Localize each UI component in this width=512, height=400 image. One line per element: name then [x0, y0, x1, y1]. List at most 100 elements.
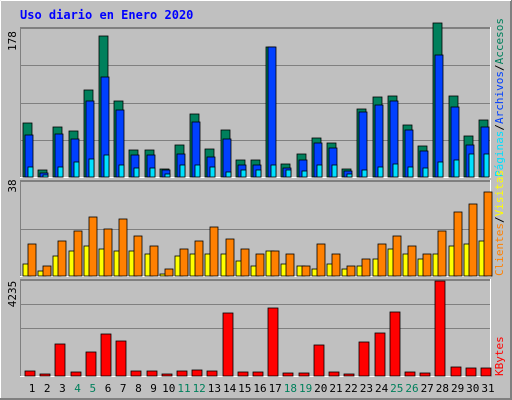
bar-clientes-day-30	[468, 203, 478, 277]
x-label-day-3: 3	[59, 382, 66, 395]
bar-paginas-day-18	[285, 169, 292, 178]
x-label-day-26: 26	[405, 382, 418, 395]
bar-paginas-day-20	[316, 164, 323, 178]
panel-hits-bars	[22, 22, 490, 178]
bar-clientes-day-5	[88, 216, 98, 277]
bar-paginas-day-22	[346, 173, 353, 178]
bar-kbytes-day-9	[146, 370, 158, 377]
bar-kbytes-day-1	[24, 370, 36, 377]
bar-kbytes-day-17	[267, 307, 279, 377]
bar-paginas-day-23	[361, 169, 368, 178]
x-label-day-10: 10	[162, 382, 175, 395]
legend-kbytes-label: KBytes	[493, 336, 506, 376]
bar-paginas-day-26	[407, 166, 414, 178]
legend-clientes: Clientes	[493, 223, 506, 276]
bar-clientes-day-28	[437, 230, 447, 277]
y-max-label-kbytes: 4235	[6, 281, 19, 308]
x-label-day-11: 11	[177, 382, 190, 395]
bar-paginas-day-6	[103, 154, 110, 178]
x-label-day-17: 17	[269, 382, 282, 395]
chart-title: Uso diario en Enero 2020	[20, 8, 193, 22]
x-axis-day-labels: 1 2 3 4 5 6 7 8 9 10 11 12 13 14 15 16 17 18 19 20 21 22 23 24 2…	[29, 382, 495, 395]
legend-accesos: Accesos	[493, 18, 506, 64]
bar-kbytes-day-16	[252, 371, 264, 377]
bar-clientes-day-26	[407, 245, 417, 277]
bar-clientes-day-6	[103, 228, 113, 277]
bar-paginas-day-29	[453, 159, 460, 178]
bar-kbytes-day-11	[176, 370, 188, 377]
x-label-day-5: 5	[89, 382, 96, 395]
bar-paginas-day-8	[133, 167, 140, 178]
bar-kbytes-day-6	[100, 333, 112, 377]
bar-clientes-day-31	[483, 191, 493, 277]
svg-text:Páginas/Archivos/Accesos: Páginas/Archivos/Accesos	[493, 18, 506, 177]
legend-kbytes: KBytes	[493, 336, 506, 376]
x-label-day-31: 31	[481, 382, 494, 395]
legend-hits: Páginas/Archivos/Accesos	[493, 18, 506, 177]
x-label-day-23: 23	[360, 382, 373, 395]
bar-kbytes-day-4	[70, 371, 82, 377]
x-label-day-8: 8	[135, 382, 142, 395]
bar-clientes-day-10	[164, 268, 174, 277]
legend-visitas: Visitas	[493, 170, 506, 216]
x-label-day-15: 15	[238, 382, 251, 395]
x-label-day-18: 18	[284, 382, 297, 395]
bar-clientes-day-24	[377, 243, 387, 277]
bar-paginas-day-24	[377, 166, 384, 178]
bar-archivos-day-23	[358, 111, 368, 178]
x-label-day-14: 14	[223, 382, 237, 395]
bar-clientes-day-15	[240, 248, 250, 277]
x-label-day-19: 19	[299, 382, 312, 395]
bar-clientes-day-21	[331, 253, 341, 277]
bar-archivos-day-14	[222, 138, 232, 178]
panel-kbytes-bars	[24, 280, 492, 377]
x-label-day-4: 4	[74, 382, 81, 395]
bar-kbytes-day-23	[358, 341, 370, 377]
svg-text:Clientes/Visitas: Clientes/Visitas	[493, 170, 506, 276]
bar-clientes-day-27	[422, 253, 432, 277]
bar-kbytes-day-7	[115, 340, 127, 377]
legend-visits: Clientes/Visitas	[493, 170, 506, 276]
bar-paginas-day-19	[301, 170, 308, 178]
bar-clientes-day-7	[118, 218, 128, 277]
y-max-label-visits: 38	[6, 179, 19, 192]
bar-kbytes-day-18	[282, 372, 294, 377]
bar-kbytes-day-10	[161, 373, 173, 377]
bar-paginas-day-5	[88, 158, 95, 178]
bar-paginas-day-9	[149, 167, 156, 178]
x-label-day-12: 12	[193, 382, 206, 395]
panel-kbytes-gridlines	[21, 280, 490, 329]
bar-clientes-day-17	[270, 250, 280, 277]
bar-clientes-day-3	[57, 240, 67, 277]
bar-kbytes-day-19	[298, 372, 310, 377]
x-label-day-21: 21	[329, 382, 342, 395]
bar-paginas-day-30	[468, 153, 475, 178]
bar-paginas-day-4	[73, 161, 80, 178]
bar-paginas-day-11	[179, 164, 186, 178]
panel-hits	[20, 22, 491, 178]
bar-kbytes-day-2	[39, 373, 51, 377]
bar-clientes-day-11	[179, 248, 189, 277]
bar-clientes-day-2	[42, 265, 52, 277]
bar-paginas-day-12	[194, 164, 201, 178]
bar-kbytes-day-13	[206, 370, 218, 377]
bar-kbytes-day-26	[404, 371, 416, 377]
x-label-day-22: 22	[345, 382, 358, 395]
bar-kbytes-day-21	[328, 371, 340, 377]
bar-paginas-day-7	[118, 164, 125, 178]
x-label-day-13: 13	[208, 382, 221, 395]
x-label-day-20: 20	[314, 382, 327, 395]
bar-paginas-day-13	[209, 166, 216, 178]
bar-kbytes-day-24	[374, 332, 386, 377]
bar-clientes-day-16	[255, 253, 265, 277]
x-label-day-30: 30	[466, 382, 479, 395]
bar-clientes-day-25	[392, 235, 402, 277]
legend-paginas: Páginas	[493, 131, 506, 177]
bar-kbytes-day-8	[130, 370, 142, 377]
x-label-day-2: 2	[44, 382, 51, 395]
x-label-day-16: 16	[253, 382, 266, 395]
panel-visits-bars	[22, 191, 493, 277]
bar-kbytes-day-30	[465, 367, 477, 377]
bar-kbytes-day-15	[237, 371, 249, 377]
